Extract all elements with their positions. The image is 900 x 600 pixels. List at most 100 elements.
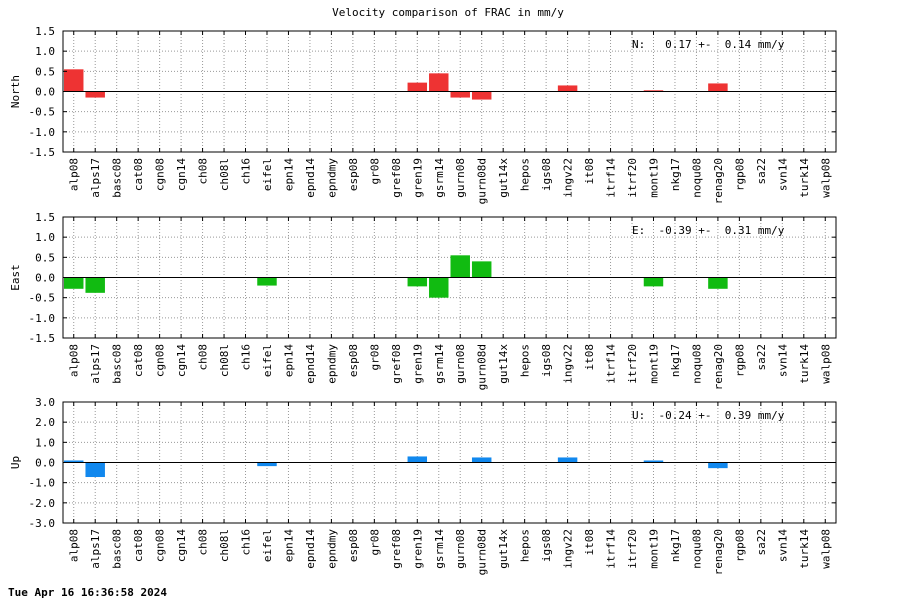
y-tick-label: 0.0 (35, 457, 55, 470)
x-tick-label: walp08 (819, 529, 832, 569)
y-tick-label: 0.0 (35, 86, 55, 99)
y-tick-label: 1.5 (35, 25, 55, 38)
bar-north-gurn08 (450, 91, 470, 98)
bar-north-alps17 (85, 91, 105, 98)
x-tick-label: hepos (519, 158, 532, 191)
x-tick-label: turk14 (798, 529, 811, 569)
x-tick-label: sa22 (755, 529, 768, 556)
x-tick-label: cgn08 (154, 344, 167, 377)
x-tick-label: ch08l (218, 344, 231, 377)
x-tick-label: epndmy (325, 344, 338, 384)
x-tick-label: esp08 (347, 529, 360, 562)
y-tick-label: 0.5 (35, 65, 55, 78)
x-tick-label: turk14 (798, 158, 811, 198)
x-tick-label: it08 (583, 344, 596, 371)
x-tick-label: gurn08d (476, 344, 489, 390)
x-tick-label: igs08 (540, 344, 553, 377)
x-tick-label: hepos (519, 529, 532, 562)
x-tick-label: gr08 (368, 529, 381, 556)
y-tick-label: -1.5 (29, 332, 56, 345)
bar-east-gurn08d (471, 261, 492, 278)
x-tick-label: ch08 (197, 529, 210, 556)
x-tick-label: igs08 (540, 529, 553, 562)
x-tick-label: gsrm14 (433, 344, 446, 384)
bar-north-mont19 (643, 90, 664, 92)
x-tick-label: eifel (261, 344, 274, 377)
y-tick-label: -1.0 (29, 477, 56, 490)
x-tick-label: itrf20 (626, 529, 639, 569)
bar-east-alp08 (64, 277, 84, 289)
x-tick-label: mont19 (647, 158, 660, 198)
x-tick-label: epndmy (325, 158, 338, 198)
bar-north-gsrm14 (429, 73, 449, 92)
x-tick-label: rgp08 (733, 344, 746, 377)
x-tick-label: cgn14 (175, 529, 188, 562)
x-tick-label: cat08 (132, 529, 145, 562)
x-tick-label: cat08 (132, 344, 145, 377)
x-tick-label: gren19 (411, 529, 424, 569)
x-tick-label: ch16 (240, 158, 253, 185)
panel-east: -1.5 -1.0 -0.5 0.0 0.5 1.0 1.5 alp08 alps17 basc0… (9, 211, 837, 390)
x-tick-label: esp08 (347, 158, 360, 191)
x-tick-label: hepos (519, 344, 532, 377)
x-tick-label: nkg17 (669, 529, 682, 562)
bar-up-eifel (257, 462, 277, 467)
x-tick-label: itrf20 (626, 158, 639, 198)
y-tick-label: 1.0 (35, 45, 55, 58)
x-tick-label: alps17 (89, 529, 102, 569)
panel-annotation: N: 0.17 +- 0.14 mm/y (632, 38, 785, 51)
panel-up: -3.0 -2.0 -1.0 0.0 1.0 2.0 3.0 alp08 alps17 basc0… (9, 396, 837, 575)
x-tick-label: ch08 (197, 344, 210, 371)
x-tick-label: epndmy (325, 529, 338, 569)
x-tick-label: gut14x (497, 529, 510, 569)
x-tick-label: epnd14 (304, 529, 317, 569)
x-tick-label: eifel (261, 529, 274, 562)
x-tick-label: ingv22 (562, 344, 575, 384)
x-tick-label: ch16 (240, 344, 253, 371)
x-tick-label: eifel (261, 158, 274, 191)
bar-north-ingv22 (557, 85, 578, 92)
x-tick-label: renag20 (712, 344, 725, 390)
x-tick-label: gurn08d (476, 529, 489, 575)
x-tick-label: gurn08 (454, 344, 467, 384)
x-tick-label: walp08 (819, 158, 832, 198)
panel-annotation: E: -0.39 +- 0.31 mm/y (632, 224, 785, 237)
x-tick-label: noqu08 (690, 529, 703, 569)
x-tick-label: gref08 (390, 158, 403, 198)
x-tick-label: itrf14 (605, 158, 618, 198)
panel-north: -1.5 -1.0 -0.5 0.0 0.5 1.0 1.5 alp08 alps17 basc0… (9, 25, 837, 204)
bar-east-renag20 (708, 277, 728, 289)
y-tick-label: 0.5 (35, 251, 55, 264)
x-tick-label: itrf14 (605, 529, 618, 569)
y-tick-label: 1.0 (35, 436, 55, 449)
x-tick-label: gref08 (390, 529, 403, 569)
x-tick-label: rgp08 (733, 158, 746, 191)
bar-east-gurn08 (450, 255, 470, 278)
bar-north-alp08 (64, 69, 84, 92)
x-tick-label: alp08 (68, 529, 81, 562)
x-tick-label: gren19 (411, 158, 424, 198)
x-tick-label: alps17 (89, 344, 102, 384)
x-tick-label: ch08l (218, 158, 231, 191)
y-tick-label: 1.5 (35, 211, 55, 224)
x-tick-label: basc08 (111, 158, 124, 198)
x-tick-label: rgp08 (733, 529, 746, 562)
x-tick-label: alp08 (68, 344, 81, 377)
x-tick-label: svn14 (776, 158, 789, 191)
x-tick-label: gsrm14 (433, 529, 446, 569)
y-tick-label: -3.0 (29, 517, 56, 530)
y-tick-label: -0.5 (29, 292, 56, 305)
bar-east-mont19 (643, 277, 664, 287)
x-tick-label: cgn08 (154, 158, 167, 191)
bar-east-gren19 (407, 277, 428, 287)
x-tick-label: gref08 (390, 344, 403, 384)
bar-east-eifel (257, 277, 277, 286)
y-tick-label: -1.0 (29, 312, 56, 325)
x-tick-label: gut14x (497, 158, 510, 198)
x-tick-label: turk14 (798, 344, 811, 384)
x-tick-label: gr08 (368, 158, 381, 185)
x-tick-label: gr08 (368, 344, 381, 371)
x-tick-label: esp08 (347, 344, 360, 377)
bar-east-alps17 (85, 277, 105, 293)
x-tick-label: ch08l (218, 529, 231, 562)
